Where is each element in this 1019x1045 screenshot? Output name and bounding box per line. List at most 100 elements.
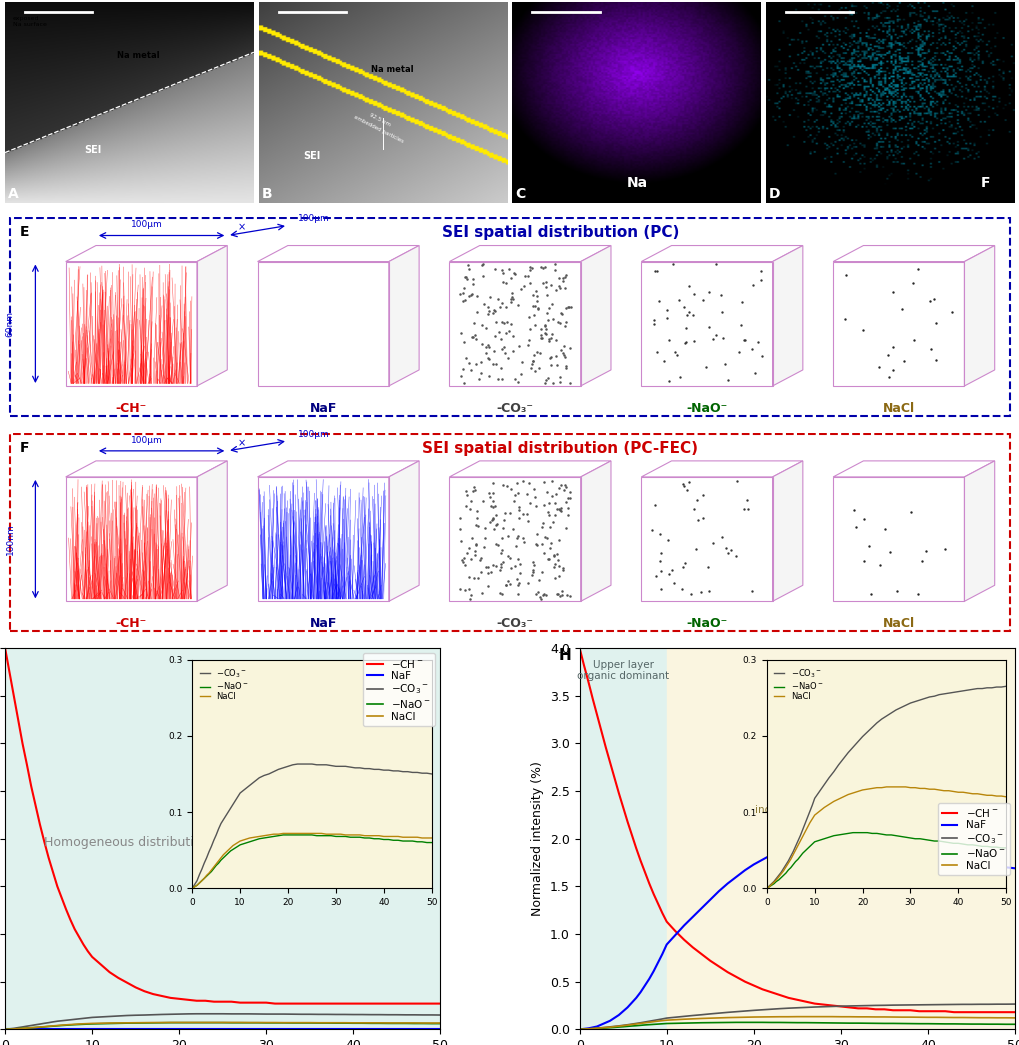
$-$NaO$^-$ (0, 1023, 11, 1036)
$-$CH$^-$ (95, 958, 107, 971)
$-$CO$_3$$^-$ (199, 1007, 211, 1020)
Polygon shape (257, 461, 419, 477)
$-$CO$_3$$^-$ (1008, 998, 1019, 1011)
Text: embedded particles: embedded particles (353, 114, 405, 143)
Text: 100μm: 100μm (298, 214, 329, 224)
NaCl (947, 1012, 959, 1024)
$-$CH$^-$ (1008, 1006, 1019, 1019)
Polygon shape (641, 461, 802, 477)
NaF (668, 929, 681, 942)
Text: H: H (557, 648, 571, 664)
NaF (625, 996, 637, 1008)
Text: Bottom layer
inorganic dominant: Bottom layer inorganic dominant (754, 793, 856, 815)
$-$CH$^-$ (373, 997, 385, 1009)
$-$CH$^-$ (625, 829, 637, 841)
Text: Na metal: Na metal (117, 51, 160, 61)
Line: NaCl: NaCl (5, 1022, 440, 1029)
NaCl (0, 1023, 11, 1036)
Polygon shape (197, 461, 227, 601)
$-$CH$^-$ (573, 642, 585, 654)
Text: 100μm: 100μm (298, 429, 329, 439)
Text: -CH⁻: -CH⁻ (115, 617, 147, 630)
Text: NaF: NaF (309, 617, 336, 630)
$-$CO$_3$$^-$ (51, 1015, 63, 1027)
$-$CO$_3$$^-$ (373, 1008, 385, 1021)
$-$CO$_3$$^-$ (233, 1007, 246, 1020)
Text: Na: Na (626, 176, 647, 189)
Line: $-$CO$_3$$^-$: $-$CO$_3$$^-$ (5, 1014, 440, 1029)
Legend: $-$CH$^-$, NaF, $-$CO$_3$$^-$, $-$NaO$^-$, NaCl: $-$CH$^-$, NaF, $-$CO$_3$$^-$, $-$NaO$^-… (936, 803, 1009, 875)
Polygon shape (964, 461, 994, 601)
$-$CO$_3$$^-$ (191, 1007, 203, 1020)
$-$NaO$^-$ (1008, 1018, 1019, 1030)
Polygon shape (388, 246, 419, 386)
$-$CO$_3$$^-$ (764, 1003, 776, 1016)
Text: D: D (768, 187, 780, 201)
Bar (579, 648, 666, 1029)
$-$NaO$^-$ (95, 1018, 107, 1030)
Polygon shape (580, 461, 610, 601)
Text: -CO₃⁻: -CO₃⁻ (496, 401, 533, 415)
Legend: $-$CH$^-$, NaF, $-$CO$_3$$^-$, $-$NaO$^-$, NaCl: $-$CH$^-$, NaF, $-$CO$_3$$^-$, $-$NaO$^-… (363, 653, 435, 726)
$-$CH$^-$ (947, 1006, 959, 1019)
$-$NaO$^-$ (573, 1023, 585, 1036)
FancyBboxPatch shape (10, 218, 1009, 416)
NaCl (791, 1011, 803, 1023)
NaCl (808, 1011, 820, 1023)
NaCl (373, 1017, 385, 1029)
$-$CO$_3$$^-$ (60, 1014, 72, 1026)
NaCl (434, 1017, 446, 1029)
Text: -NaO⁻: -NaO⁻ (686, 617, 727, 630)
$-$CO$_3$$^-$ (625, 1018, 637, 1030)
$-$CO$_3$$^-$ (799, 1001, 811, 1014)
$-$NaO$^-$ (51, 1020, 63, 1032)
Text: Homogeneous distribution: Homogeneous distribution (44, 836, 209, 850)
Text: NaF: NaF (309, 401, 336, 415)
$-$CH$^-$ (799, 996, 811, 1008)
Text: NaCl: NaCl (881, 617, 914, 630)
NaF (225, 1023, 237, 1036)
FancyBboxPatch shape (10, 434, 1009, 631)
NaCl (233, 1016, 246, 1028)
Line: NaCl: NaCl (579, 1017, 1014, 1029)
Polygon shape (257, 246, 419, 261)
Y-axis label: Normalized intensity (%): Normalized intensity (%) (531, 762, 544, 916)
$-$CH$^-$ (191, 995, 203, 1007)
Text: A: A (7, 187, 18, 201)
$-$NaO$^-$ (947, 1018, 959, 1030)
Polygon shape (197, 246, 227, 386)
$-$CH$^-$ (634, 855, 646, 867)
Text: Upper layer
organic dominant: Upper layer organic dominant (577, 659, 668, 681)
$-$NaO$^-$ (434, 1018, 446, 1030)
Bar (666, 648, 1014, 1029)
Text: F: F (979, 176, 988, 189)
Text: C: C (515, 187, 525, 201)
$-$NaO$^-$ (60, 1019, 72, 1031)
$-$CH$^-$ (938, 1005, 951, 1018)
Text: B: B (261, 187, 272, 201)
NaF (573, 1023, 585, 1036)
NaCl (199, 1016, 211, 1028)
NaF (816, 835, 828, 847)
NaF (51, 1023, 63, 1036)
NaF (95, 1023, 107, 1036)
Text: 100nm: 100nm (6, 524, 14, 555)
$-$NaO$^-$ (625, 1020, 637, 1032)
$-$CH$^-$ (668, 925, 681, 937)
Text: 92.5 nm: 92.5 nm (368, 113, 390, 127)
Polygon shape (388, 461, 419, 601)
$-$CO$_3$$^-$ (573, 1023, 585, 1036)
Text: F: F (20, 441, 30, 455)
NaF (764, 849, 776, 861)
Polygon shape (833, 246, 994, 261)
Text: NaCl: NaCl (881, 401, 914, 415)
$-$CH$^-$ (764, 985, 776, 998)
NaF (947, 856, 959, 868)
Polygon shape (641, 246, 802, 261)
$-$CO$_3$$^-$ (0, 1023, 11, 1036)
Text: SEI spatial distribution (PC-FEC): SEI spatial distribution (PC-FEC) (422, 441, 698, 456)
Polygon shape (580, 246, 610, 386)
$-$CO$_3$$^-$ (938, 998, 951, 1011)
NaF (0, 1023, 11, 1036)
Text: Na metal: Na metal (370, 65, 413, 74)
